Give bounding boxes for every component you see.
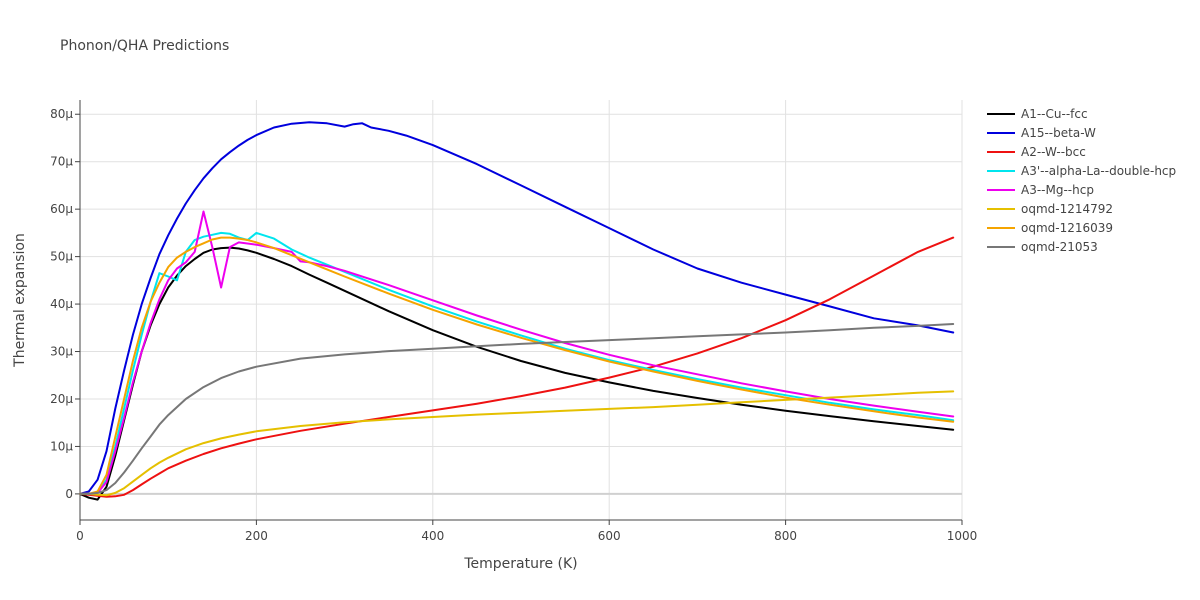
legend-item[interactable]: oqmd-1214792 [987, 202, 1113, 216]
series-line-oqmd-21053[interactable] [79, 323, 955, 495]
legend-item[interactable]: A1--Cu--fcc [987, 107, 1088, 121]
y-tick-label: 70μ [50, 155, 73, 169]
legend-label: A1--Cu--fcc [1021, 107, 1088, 121]
legend-item[interactable]: A3--Mg--hcp [987, 183, 1094, 197]
series-line-a2-w-bcc[interactable] [79, 236, 955, 498]
legend-label: oqmd-21053 [1021, 240, 1098, 254]
y-tick-label: 0 [65, 487, 73, 501]
legend-item[interactable]: oqmd-1216039 [987, 221, 1113, 235]
chart-title: Phonon/QHA Predictions [60, 38, 229, 54]
legend-item[interactable]: oqmd-21053 [987, 240, 1098, 254]
x-axis-title: Temperature (K) [463, 556, 577, 572]
x-tick-label: 200 [245, 529, 268, 543]
plot-area [79, 121, 955, 501]
x-tick-label: 0 [76, 529, 84, 543]
series-line-oqmd-1214792[interactable] [79, 390, 955, 497]
series-line-a3-alpha-la-double-hcp[interactable] [79, 231, 955, 495]
legend-label: oqmd-1216039 [1021, 221, 1113, 235]
y-tick-label: 40μ [50, 297, 73, 311]
y-axis-title: Thermal expansion [12, 233, 28, 368]
legend-label: A3'--alpha-La--double-hcp [1021, 164, 1176, 178]
y-tick-label: 10μ [50, 439, 73, 453]
series-line-a3-mg-hcp[interactable] [79, 210, 955, 495]
x-tick-label: 800 [774, 529, 797, 543]
y-tick-label: 20μ [50, 392, 73, 406]
legend-item[interactable]: A2--W--bcc [987, 145, 1086, 159]
legend-item[interactable]: A3'--alpha-La--double-hcp [987, 164, 1176, 178]
x-tick-label: 1000 [947, 529, 978, 543]
legend-label: A2--W--bcc [1021, 145, 1086, 159]
y-tick-label: 60μ [50, 202, 73, 216]
legend-label: A3--Mg--hcp [1021, 183, 1094, 197]
legend[interactable]: A1--Cu--fcc A15--beta-W A2--W--bcc A3'--alp… [987, 107, 1176, 254]
y-axis-ticks: 0 10μ 20μ 30μ 40μ 50μ 60μ 70μ 80μ [50, 107, 80, 501]
axes [79, 100, 962, 521]
legend-label: A15--beta-W [1021, 126, 1096, 140]
x-axis-ticks: 0 200 400 600 800 1000 [76, 520, 977, 543]
y-tick-label: 80μ [50, 107, 73, 121]
series-line-oqmd-1216039[interactable] [79, 236, 955, 495]
y-tick-label: 30μ [50, 345, 73, 359]
x-tick-label: 400 [421, 529, 444, 543]
series-line-a15-beta-w[interactable] [79, 121, 955, 495]
legend-item[interactable]: A15--beta-W [987, 126, 1096, 140]
y-tick-label: 50μ [50, 250, 73, 264]
legend-label: oqmd-1214792 [1021, 202, 1113, 216]
x-tick-label: 600 [598, 529, 621, 543]
